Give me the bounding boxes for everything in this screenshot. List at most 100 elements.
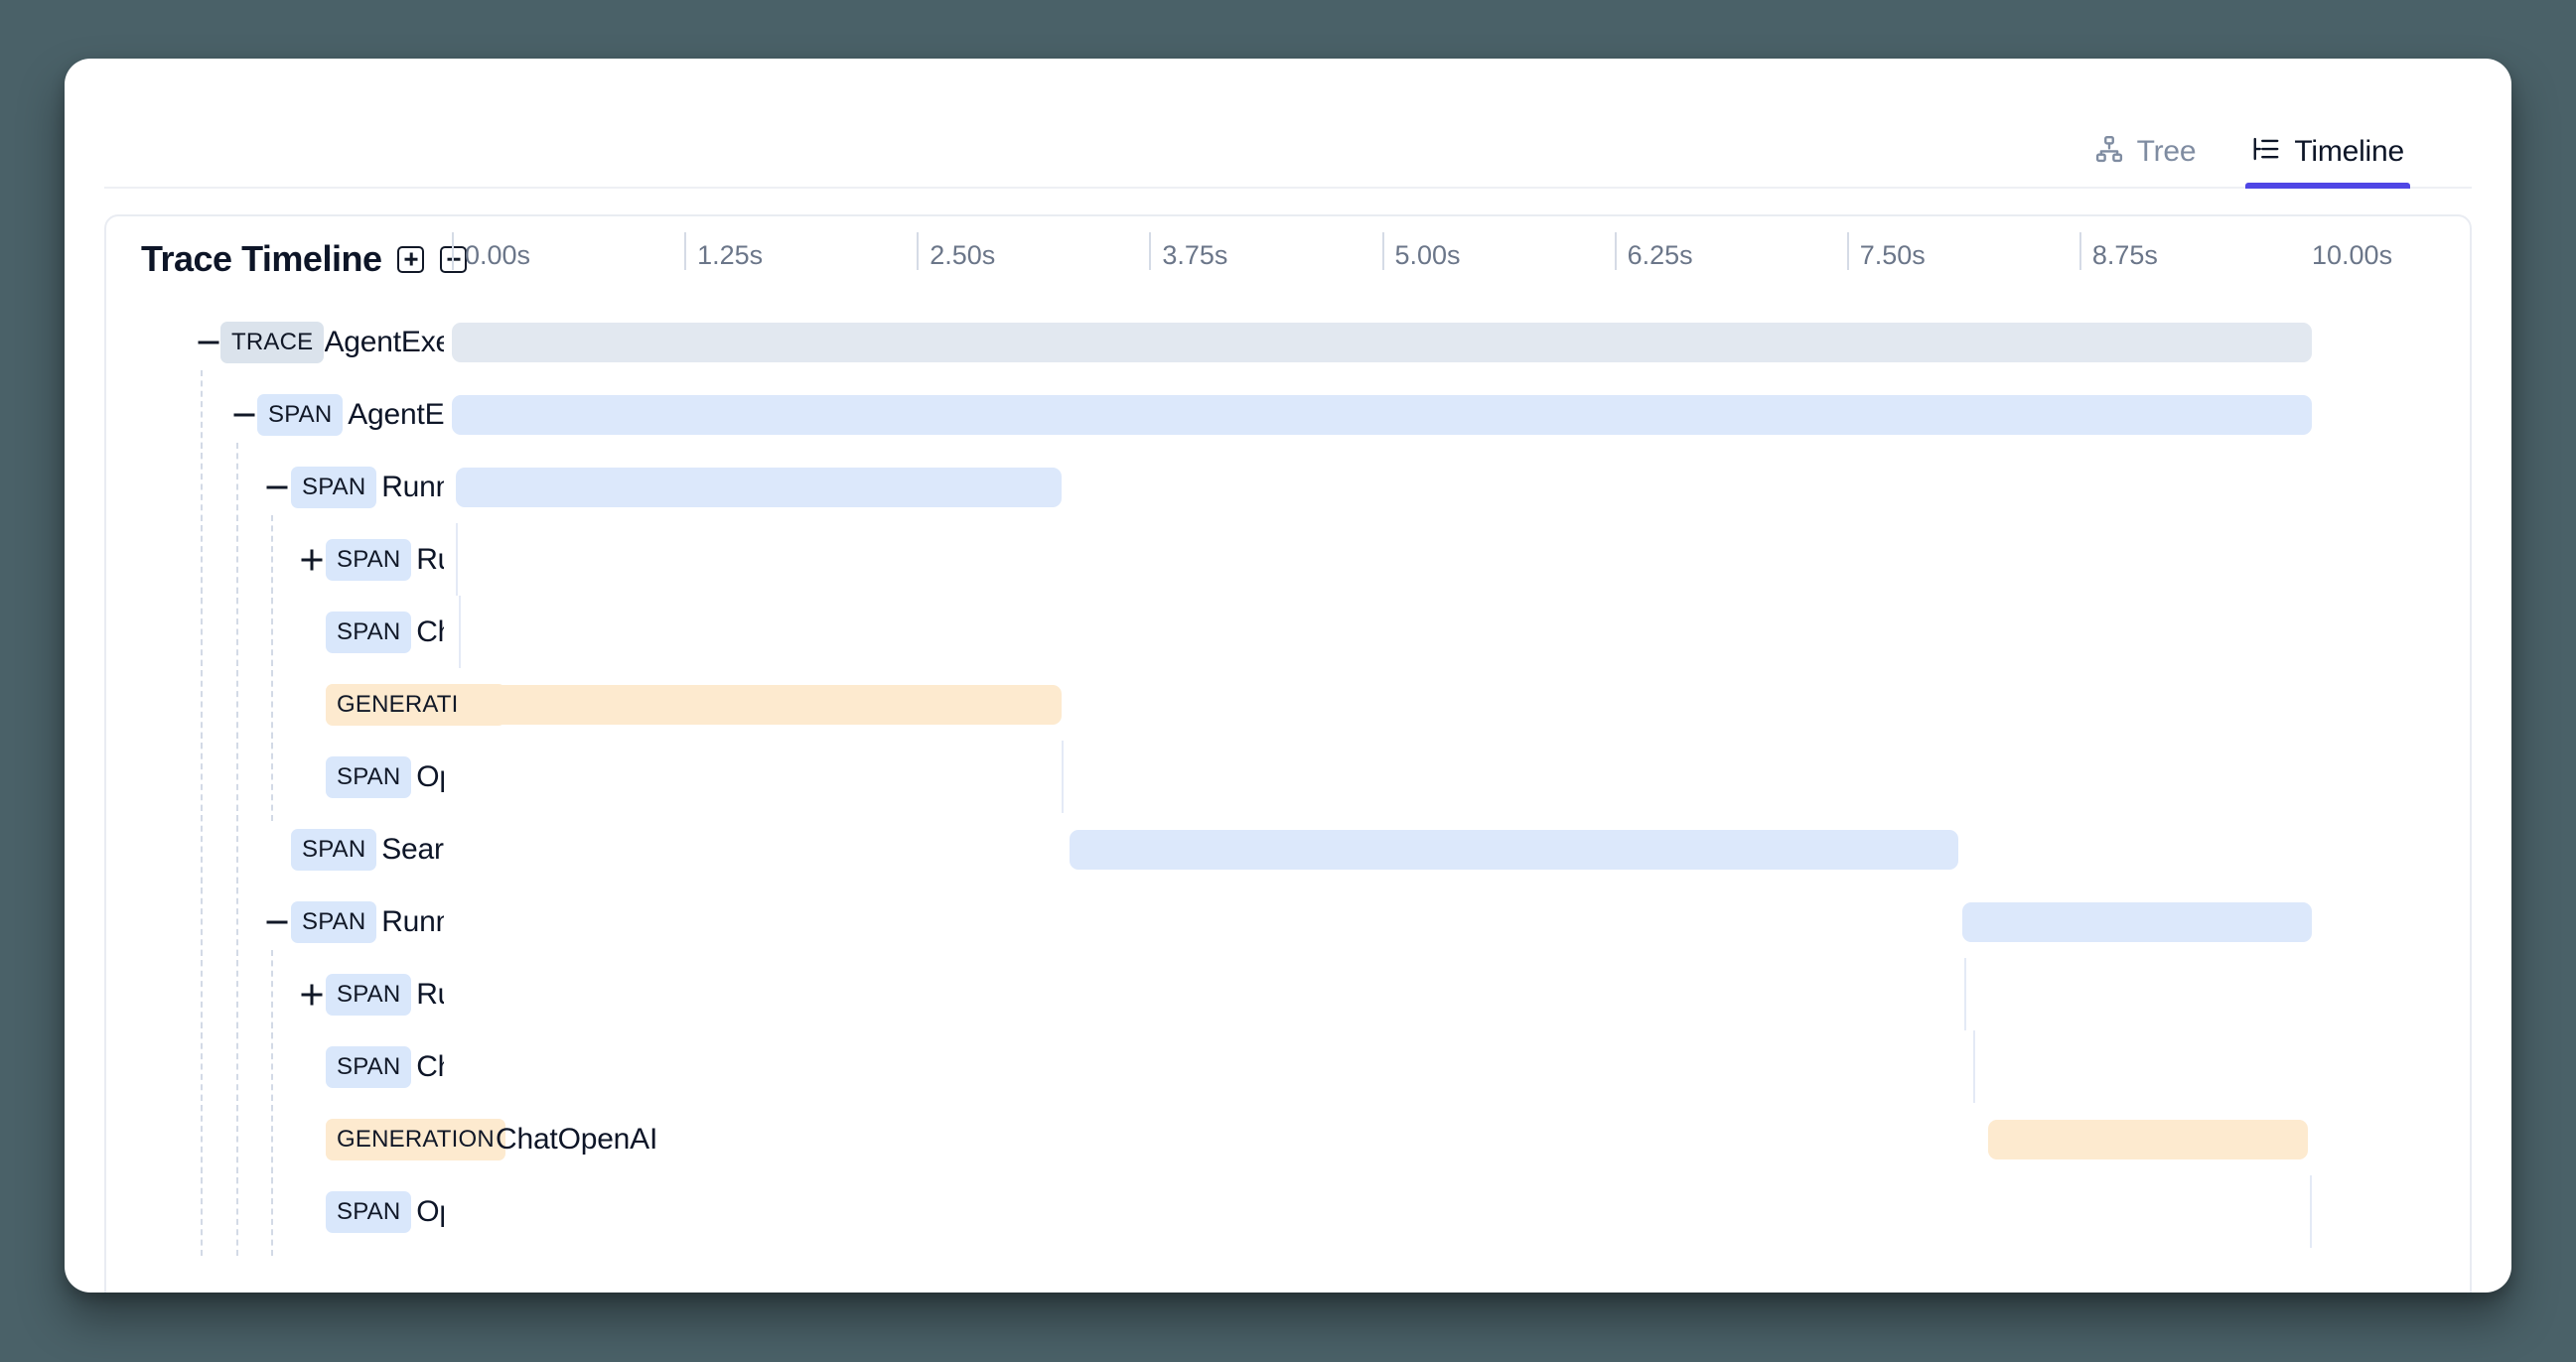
tree-guide-line [201, 1095, 203, 1183]
row-type-badge: SPAN [326, 1190, 412, 1233]
row-type-badge: SPAN [326, 538, 412, 581]
tab-timeline[interactable]: Timeline [2245, 134, 2410, 189]
duration-bar-sliver[interactable] [1973, 1030, 1976, 1103]
timeline-row[interactable]: SPANRunnableSequence [106, 878, 2470, 966]
duration-bar-sliver[interactable] [1963, 958, 1966, 1030]
timeline-row[interactable]: SPANChatPromptTemplate [106, 1022, 2470, 1111]
axis-tick-rule [1614, 232, 1617, 270]
timeline-row[interactable]: SPANAgentExecutor [106, 370, 2470, 459]
row-type-badge: SPAN [326, 755, 412, 798]
row-type-badge: SPAN [291, 900, 377, 943]
timeline-row[interactable]: SPANRunnableSequence [106, 443, 2470, 531]
tab-timeline-label: Timeline [2294, 134, 2404, 168]
duration-bar-sliver[interactable] [1062, 741, 1065, 813]
axis-tick-rule [452, 232, 454, 270]
row-name: RunnableSequence [381, 470, 444, 503]
tree-guide-line [201, 370, 203, 459]
row-type-badge: SPAN [291, 466, 377, 508]
row-collapse-toggle[interactable] [260, 471, 294, 504]
row-label: SPANRunnableAssign<a… [106, 515, 449, 604]
tree-guide-line [271, 515, 273, 604]
trace-timeline-card: Trace Timeline 0.00s 1.25s 2.50s 3.75s 5.00s… [104, 214, 2472, 1293]
view-tabs: Tree Timeline [104, 59, 2472, 189]
tree-guide-line [201, 515, 203, 604]
axis-tick-rule [1149, 232, 1152, 270]
row-type-badge: TRACE [220, 321, 325, 363]
timeline-row[interactable]: SPANOpenAIFunctionsA… [106, 1167, 2470, 1256]
tree-guide-line [201, 805, 203, 893]
tree-guide-line [236, 805, 238, 893]
time-axis: 0.00s 1.25s 2.50s 3.75s 5.00s 6.25s 7.50s 8.75s… [449, 216, 2470, 306]
row-lane [449, 1030, 2470, 1103]
tree-guide-line [201, 1022, 203, 1111]
axis-tick-rule [684, 232, 687, 270]
tree-guide-line [236, 588, 238, 676]
duration-bar[interactable] [1988, 1120, 2309, 1159]
row-lane [449, 378, 2470, 451]
duration-bar[interactable] [452, 323, 2312, 362]
axis-tick-rule [1381, 232, 1384, 270]
timeline-row[interactable]: SPANRunnableAssign<a… [106, 515, 2470, 604]
duration-bar[interactable] [459, 685, 1063, 725]
tab-tree[interactable]: Tree [2088, 134, 2203, 187]
axis-tick-label: 0.00s [465, 240, 531, 270]
row-name: AgentExecutor [348, 397, 444, 431]
app-window: Tree Timeline Trace Timeline 0.00s 1.25s 2… [65, 59, 2511, 1293]
timeline-row[interactable]: TRACEAgentExecutor [106, 306, 2470, 378]
timeline-row[interactable]: SPANSearch [106, 805, 2470, 893]
row-label: SPANSearch [106, 805, 449, 893]
duration-bar[interactable] [455, 468, 1063, 507]
axis-tick-rule [917, 232, 920, 270]
row-name: Search [381, 832, 444, 866]
timeline-row[interactable]: SPANRunnableAssign<a… [106, 950, 2470, 1038]
row-name: RunnableAssign<a… [416, 542, 444, 576]
duration-bar-sliver[interactable] [459, 596, 462, 668]
row-lane [449, 451, 2470, 523]
row-type-badge: SPAN [326, 973, 412, 1016]
row-label: SPANOpenAIFunctionsA… [106, 733, 449, 821]
duration-bar[interactable] [1069, 830, 1959, 870]
duration-bar-sliver[interactable] [455, 523, 458, 596]
timeline-title-group: Trace Timeline [141, 238, 468, 280]
row-name: OpenAIFunctionsA… [416, 759, 444, 793]
tree-guide-line [236, 950, 238, 1038]
row-lane [449, 306, 2470, 378]
axis-tick-label: 10.00s [2312, 240, 2393, 270]
row-collapse-toggle[interactable] [227, 398, 261, 432]
row-lane [449, 596, 2470, 668]
row-lane [449, 885, 2470, 958]
tree-guide-line [236, 660, 238, 749]
row-expand-toggle[interactable] [295, 543, 329, 577]
axis-tick-label: 2.50s [930, 240, 996, 270]
row-name: RunnableAssign<a… [416, 977, 444, 1011]
row-name: RunnableSequence [381, 904, 444, 938]
row-type-badge: SPAN [326, 611, 412, 653]
row-label: SPANOpenAIFunctionsA… [106, 1167, 449, 1256]
expand-all-button[interactable] [397, 245, 425, 273]
row-type-badge: SPAN [291, 828, 377, 871]
duration-bar[interactable] [1961, 902, 2312, 942]
tree-guide-line [236, 515, 238, 604]
row-label: SPANChatPromptTemplate [106, 588, 449, 676]
row-collapse-toggle[interactable] [260, 905, 294, 939]
row-name: OpenAIFunctionsA… [416, 1194, 444, 1228]
tree-guide-line [271, 733, 273, 821]
row-type-badge: SPAN [326, 1045, 412, 1088]
timeline-list-icon [2251, 134, 2281, 169]
tree-guide-line [236, 443, 238, 531]
row-lane [449, 813, 2470, 885]
duration-bar-sliver[interactable] [2310, 1175, 2313, 1248]
tree-guide-line [236, 1022, 238, 1111]
timeline-row[interactable]: SPANChatPromptTemplate [106, 588, 2470, 676]
axis-tick-rule [1846, 232, 1849, 270]
timeline-row[interactable]: SPANOpenAIFunctionsA… [106, 733, 2470, 821]
row-label: TRACEAgentExecutor [106, 306, 449, 378]
row-name: ChatPromptTemplate [416, 1049, 444, 1083]
row-label: SPANRunnableSequence [106, 878, 449, 966]
axis-tick-label: 1.25s [697, 240, 764, 270]
duration-bar[interactable] [452, 395, 2312, 435]
row-expand-toggle[interactable] [295, 978, 329, 1012]
